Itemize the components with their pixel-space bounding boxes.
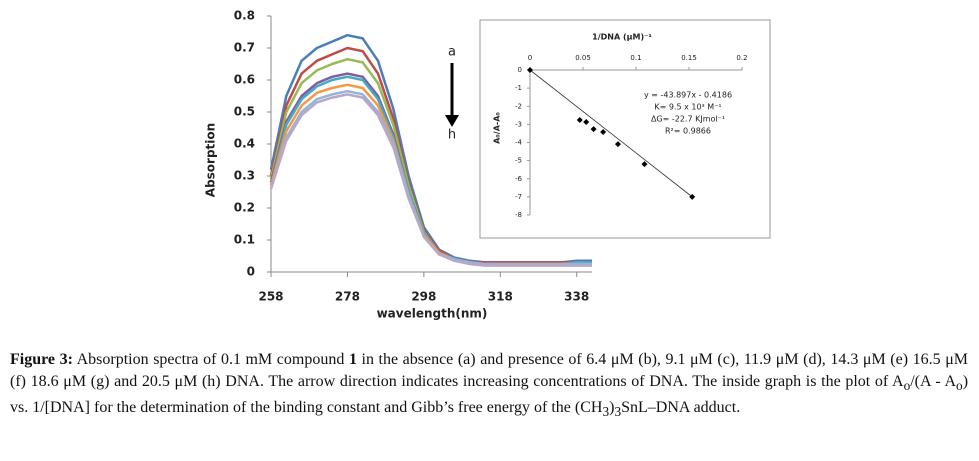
point (641, 161, 648, 168)
point (689, 193, 696, 200)
y-tick-label: -5 (515, 157, 522, 165)
x-tick-label: 0.05 (575, 54, 591, 62)
caption-text: SnL–DNA adduct. (621, 399, 741, 417)
point (576, 117, 583, 124)
caption-sub: 3 (602, 404, 610, 420)
trendline (529, 69, 693, 198)
point (600, 128, 607, 135)
inset-frame (479, 19, 771, 239)
x-tick-label: 298 (411, 290, 436, 304)
caption: Figure 3: Absorption spectra of 0.1 mM c… (10, 349, 968, 423)
point (590, 126, 597, 133)
y-tick-label: 0.1 (234, 233, 255, 247)
x-tick-label: 318 (488, 290, 513, 304)
chart: 0 0.1 0.2 0.3 0.4 0.5 0.6 0.7 0.8 258 278 298 318 338… (204, 9, 771, 321)
y-tick-label: -4 (515, 139, 523, 147)
caption-text: in the absence (a) and presence of 6.4 μ… (10, 351, 969, 390)
y-tick-label: -6 (515, 175, 523, 183)
y-tick-label: 0.5 (234, 105, 255, 119)
y-tick-label: 0.8 (234, 9, 255, 23)
caption-sub: o (956, 378, 963, 394)
caption-text: ) vs. 1/[DNA] for the determination of t… (10, 373, 969, 417)
equation-text: ΔG= -22.7 KJmol⁻¹ (651, 115, 725, 124)
series-line (269, 93, 592, 267)
caption-text: 1 (348, 351, 357, 368)
point (614, 141, 621, 148)
caption-sub: o (903, 378, 911, 394)
equation-text: K= 9.5 x 10³ M⁻¹ (654, 103, 721, 112)
y-tick-label: 0.7 (234, 41, 255, 55)
annotation: a (448, 45, 456, 60)
caption-label: Figure 3: (10, 351, 73, 368)
y-tick-label: 0 (518, 66, 522, 74)
equation-text: R²= 0.9866 (665, 127, 711, 136)
annotation: h (448, 128, 456, 143)
y-tick-label: -8 (515, 211, 522, 219)
x-axis-title: 1/DNA (μM)⁻¹ (592, 33, 652, 42)
x-tick-label: 0.1 (630, 54, 641, 62)
arrow-head (445, 115, 459, 127)
x-tick-label: 258 (258, 290, 283, 304)
x-tick-label: 0.2 (736, 54, 747, 62)
x-axis-title: wavelength(nm) (377, 307, 488, 321)
point (527, 67, 533, 73)
caption-text: ) (609, 399, 615, 417)
y-tick-label: 0.4 (234, 137, 255, 151)
caption-text: Absorption spectra of 0.1 mM compound (72, 351, 349, 368)
y-axis-title: A₀/A-A₀ (493, 112, 502, 144)
caption-sub: 3 (614, 404, 622, 420)
x-tick-label: 0.15 (681, 54, 697, 62)
x-tick-label: 0 (528, 54, 532, 62)
y-tick-label: -7 (515, 193, 522, 201)
caption-text: /(A - A (910, 373, 957, 390)
y-tick-label: 0.2 (234, 201, 255, 215)
y-tick-label: 0 (247, 265, 255, 279)
point (583, 119, 590, 126)
y-tick-label: -3 (515, 120, 522, 128)
y-tick-label: 0.6 (234, 73, 255, 87)
x-tick-label: 338 (564, 290, 589, 304)
equation-text: y = -43.897x - 0.4186 (644, 91, 732, 100)
y-tick-label: 0.3 (234, 169, 255, 183)
x-tick-label: 278 (335, 290, 360, 304)
y-tick-label: -1 (515, 84, 522, 92)
y-axis-title: Absorption (204, 123, 218, 197)
y-tick-label: -2 (515, 102, 522, 110)
